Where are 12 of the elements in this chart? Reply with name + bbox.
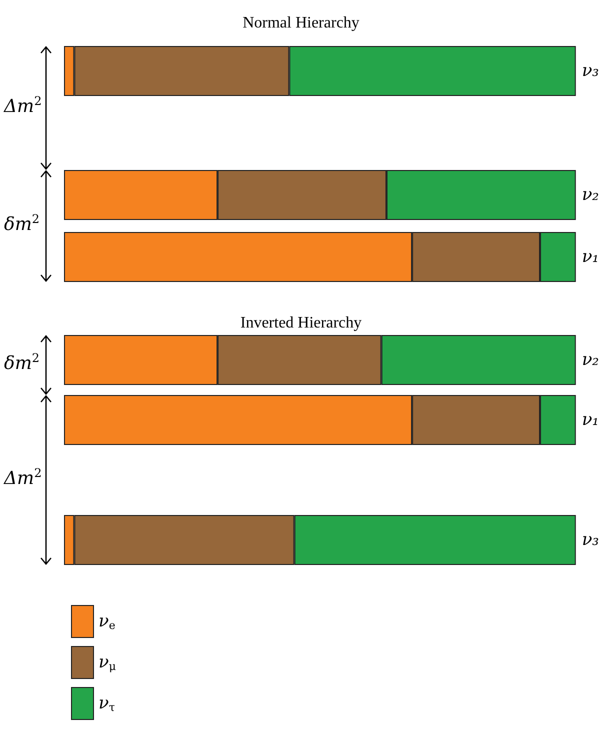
text: δm$^{2}$ (4, 212, 40, 235)
y-tick-label: ν₁ (582, 410, 600, 430)
y-tick-label: ν₃ (582, 530, 600, 550)
text: Δm$^{2}$ (4, 466, 42, 489)
text: δm$^{2}$ (4, 351, 40, 374)
y-tick-label: ν₁ (582, 247, 600, 267)
y-tick-label: ν₃ (582, 61, 600, 81)
text: Δm$^{2}$ (4, 94, 42, 117)
chart-title: Inverted Hierarchy (240, 314, 362, 332)
y-tick-label: ν₂ (582, 350, 600, 370)
y-tick-label: ν₂ (582, 185, 600, 205)
chart-title: Normal Hierarchy (242, 14, 360, 32)
